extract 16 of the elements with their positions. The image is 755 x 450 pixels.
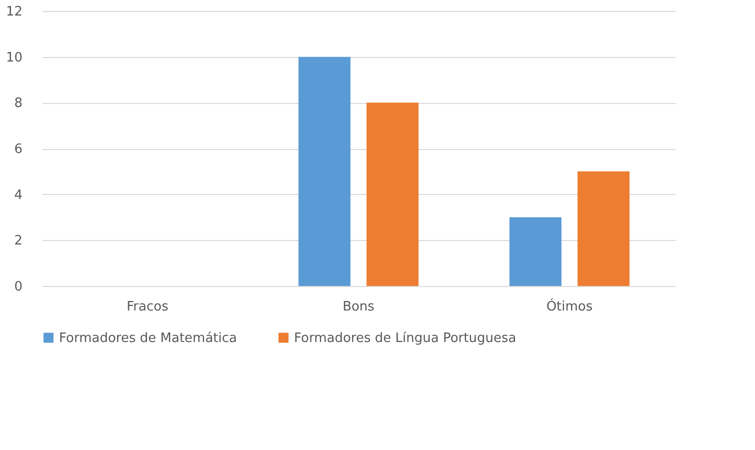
legend-label: Formadores de Língua Portuguesa xyxy=(294,330,516,346)
y-tick-label: 4 xyxy=(14,188,22,203)
x-tick-label: Bons xyxy=(342,300,375,314)
x-tick-label: Ótimos xyxy=(546,298,593,314)
y-tick-label: 12 xyxy=(6,4,22,20)
bar xyxy=(298,56,350,286)
y-tick-label: 6 xyxy=(14,142,22,157)
legend-label: Formadores de Matemática xyxy=(59,330,237,346)
y-tick-label: 2 xyxy=(14,234,22,249)
bar xyxy=(509,217,562,286)
bar xyxy=(366,102,419,286)
y-tick-label: 8 xyxy=(14,96,22,112)
y-tick-label: 10 xyxy=(6,50,22,66)
x-tick-label: Fracos xyxy=(126,300,169,314)
y-tick-label: 0 xyxy=(14,280,22,294)
bar xyxy=(578,171,630,286)
